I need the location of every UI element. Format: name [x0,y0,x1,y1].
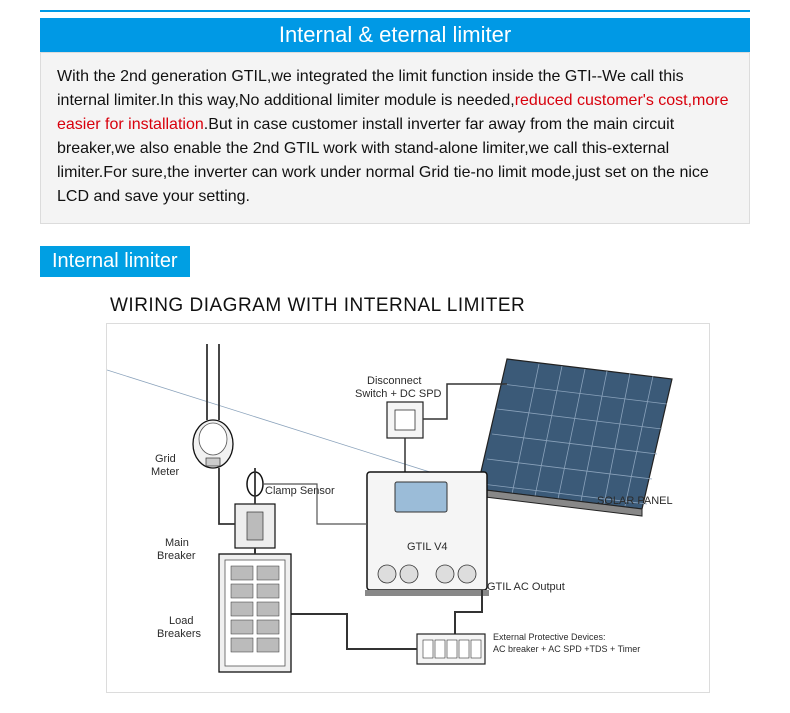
ac-output-label: GTIL AC Output [487,581,565,593]
grid-meter-lab1: Grid [155,453,176,465]
protective-devices-icon [417,634,485,664]
load-breakers-lab1: Load [169,615,193,627]
prot-lab1: External Protective Devices: [493,632,606,642]
wiring-diagram: SOLAR PANEL Disconnect Switch + DC SPD [106,323,710,693]
load-breakers-icon [219,554,291,672]
section-title: Internal & eternal limiter [279,22,511,48]
main-breaker-lab1: Main [165,537,189,549]
sub-section-button: Internal limiter [40,246,190,277]
main-breaker-lab2: Breaker [157,550,196,562]
sub-section-label: Internal limiter [52,250,178,272]
solar-panel-label: SOLAR PANEL [597,495,673,507]
disconnect-label2: Switch + DC SPD [355,388,442,400]
grid-meter-lab2: Meter [151,466,179,478]
top-rule [40,10,750,12]
inverter-label: GTIL V4 [407,541,448,553]
prot-lab2: AC breaker + AC SPD +TDS + Timer [493,644,640,654]
diagram-title: WIRING DIAGRAM WITH INTERNAL LIMITER [110,295,750,317]
description-box: With the 2nd generation GTIL,we integrat… [40,52,750,224]
disconnect-switch-icon [387,402,423,438]
grid-meter-icon [193,420,233,468]
main-breaker-icon [235,504,275,548]
load-breakers-lab2: Breakers [157,628,202,640]
inverter-icon [365,472,489,596]
clamp-sensor-label: Clamp Sensor [265,485,335,497]
disconnect-label1: Disconnect [367,375,421,387]
section-title-bar: Internal & eternal limiter [40,18,750,52]
